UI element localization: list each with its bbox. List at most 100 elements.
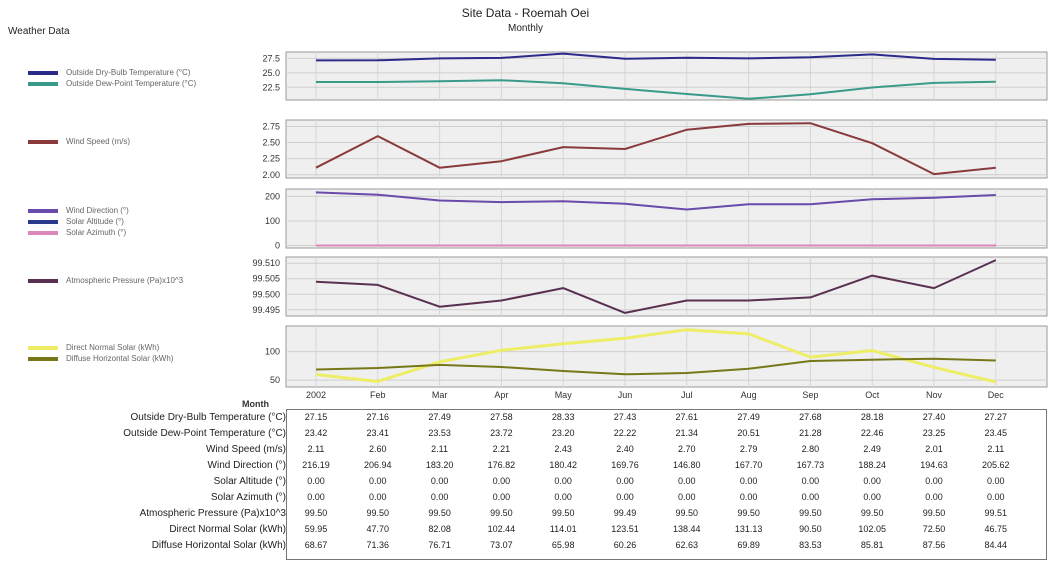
x-tick-label: Jul <box>681 390 693 400</box>
table-cell: 20.51 <box>719 428 779 438</box>
row-label: Outside Dew-Point Temperature (°C) <box>123 428 286 439</box>
legend-swatch <box>28 71 58 75</box>
table-cell: 27.40 <box>904 412 964 422</box>
table-cell: 90.50 <box>780 524 840 534</box>
month-axis-label: Month <box>242 399 269 409</box>
table-cell: 102.44 <box>471 524 531 534</box>
table-cell: 180.42 <box>533 460 593 470</box>
table-cell: 27.61 <box>657 412 717 422</box>
legend-swatch <box>28 346 58 350</box>
legend-swatch <box>28 209 58 213</box>
table-cell: 0.00 <box>533 492 593 502</box>
legend-swatch <box>28 279 58 283</box>
table-cell: 23.45 <box>966 428 1026 438</box>
table-row: Diffuse Horizontal Solar (kWh) 68.67 71.36… <box>0 540 1051 552</box>
table-cell: 99.49 <box>595 508 655 518</box>
row-label: Solar Altitude (°) <box>214 476 286 487</box>
table-cell: 22.22 <box>595 428 655 438</box>
table-row: Direct Normal Solar (kWh) 59.95 47.70 82.08… <box>0 524 1051 536</box>
y-tick-label: 50 <box>270 375 280 385</box>
table-cell: 99.50 <box>657 508 717 518</box>
legend-entry: Outside Dry-Bulb Temperature (°C) <box>28 67 196 78</box>
row-label: Direct Normal Solar (kWh) <box>169 524 286 535</box>
y-tick-label: 0 <box>275 241 280 251</box>
legend-entry: Solar Altitude (°) <box>28 216 129 227</box>
table-cell: 82.08 <box>410 524 470 534</box>
table-row: Wind Speed (m/s) 2.11 2.60 2.11 2.21 2.43 2.40… <box>0 444 1051 456</box>
table-cell: 2.43 <box>533 444 593 454</box>
table-cell: 72.50 <box>904 524 964 534</box>
table-cell: 99.50 <box>286 508 346 518</box>
table-cell: 0.00 <box>966 492 1026 502</box>
y-tick-label: 25.0 <box>262 68 280 78</box>
legend-entry: Atmospheric Pressure (Pa)x10^3 <box>28 275 183 286</box>
legend-swatch <box>28 220 58 224</box>
table-cell: 2.01 <box>904 444 964 454</box>
legend-label: Outside Dry-Bulb Temperature (°C) <box>66 68 190 77</box>
x-tick-label: Dec <box>988 390 1005 400</box>
table-cell: 2.40 <box>595 444 655 454</box>
legend-swatch <box>28 357 58 361</box>
chart-panel-4 <box>286 326 1047 387</box>
table-cell: 176.82 <box>471 460 531 470</box>
table-cell: 0.00 <box>286 492 346 502</box>
table-cell: 68.67 <box>286 540 346 550</box>
legend-swatch <box>28 231 58 235</box>
legend-label: Outside Dew-Point Temperature (°C) <box>66 79 196 88</box>
table-row: Outside Dry-Bulb Temperature (°C) 27.15 27… <box>0 412 1051 424</box>
table-cell: 99.50 <box>471 508 531 518</box>
table-cell: 99.50 <box>410 508 470 518</box>
table-cell: 2.79 <box>719 444 779 454</box>
table-cell: 23.20 <box>533 428 593 438</box>
table-cell: 99.50 <box>780 508 840 518</box>
table-cell: 0.00 <box>719 476 779 486</box>
legend-entry: Diffuse Horizontal Solar (kWh) <box>28 353 173 364</box>
table-cell: 2.11 <box>286 444 346 454</box>
y-tick-label: 99.505 <box>252 274 280 284</box>
table-cell: 99.50 <box>904 508 964 518</box>
table-cell: 27.27 <box>966 412 1026 422</box>
table-cell: 0.00 <box>286 476 346 486</box>
table-cell: 114.01 <box>533 524 593 534</box>
chart-panel-3 <box>286 257 1047 316</box>
table-cell: 0.00 <box>657 492 717 502</box>
y-tick-label: 200 <box>265 191 280 201</box>
table-cell: 47.70 <box>348 524 408 534</box>
row-label: Wind Direction (°) <box>208 460 286 471</box>
y-tick-label: 27.5 <box>262 53 280 63</box>
table-cell: 99.50 <box>348 508 408 518</box>
table-cell: 0.00 <box>410 492 470 502</box>
table-cell: 76.71 <box>410 540 470 550</box>
table-cell: 46.75 <box>966 524 1026 534</box>
x-tick-label: Jun <box>618 390 633 400</box>
table-cell: 169.76 <box>595 460 655 470</box>
table-cell: 23.72 <box>471 428 531 438</box>
table-cell: 69.89 <box>719 540 779 550</box>
x-tick-label: Sep <box>802 390 818 400</box>
table-cell: 65.98 <box>533 540 593 550</box>
table-cell: 99.50 <box>533 508 593 518</box>
x-tick-label: Nov <box>926 390 943 400</box>
table-cell: 0.00 <box>410 476 470 486</box>
table-cell: 62.63 <box>657 540 717 550</box>
x-tick-label: Mar <box>432 390 448 400</box>
y-tick-label: 99.500 <box>252 289 280 299</box>
table-cell: 27.43 <box>595 412 655 422</box>
table-row: Outside Dew-Point Temperature (°C) 23.42 2… <box>0 428 1051 440</box>
table-cell: 2.60 <box>348 444 408 454</box>
legend-entry: Wind Direction (°) <box>28 205 129 216</box>
table-cell: 0.00 <box>471 476 531 486</box>
table-cell: 23.42 <box>286 428 346 438</box>
y-tick-label: 100 <box>265 216 280 226</box>
table-cell: 206.94 <box>348 460 408 470</box>
table-cell: 21.34 <box>657 428 717 438</box>
table-cell: 0.00 <box>533 476 593 486</box>
y-tick-label: 99.495 <box>252 305 280 315</box>
table-cell: 216.19 <box>286 460 346 470</box>
table-cell: 23.41 <box>348 428 408 438</box>
table-cell: 22.46 <box>842 428 902 438</box>
table-cell: 23.53 <box>410 428 470 438</box>
table-cell: 84.44 <box>966 540 1026 550</box>
table-cell: 194.63 <box>904 460 964 470</box>
table-row: Atmospheric Pressure (Pa)x10^3 99.50 99.50… <box>0 508 1051 520</box>
